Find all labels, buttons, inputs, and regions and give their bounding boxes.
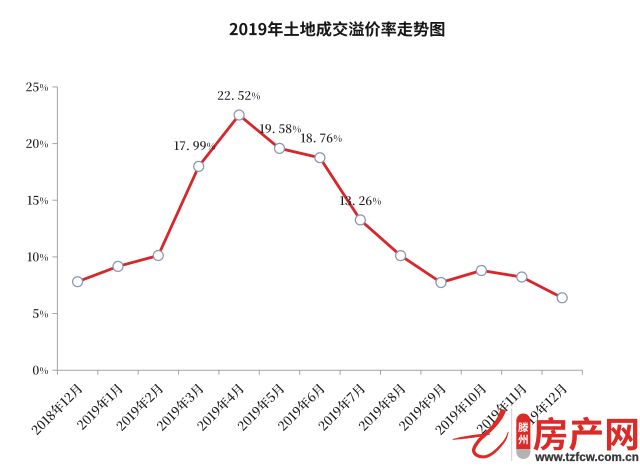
svg-text:www.tzfcw.com.cn: www.tzfcw.com.cn xyxy=(534,451,639,464)
